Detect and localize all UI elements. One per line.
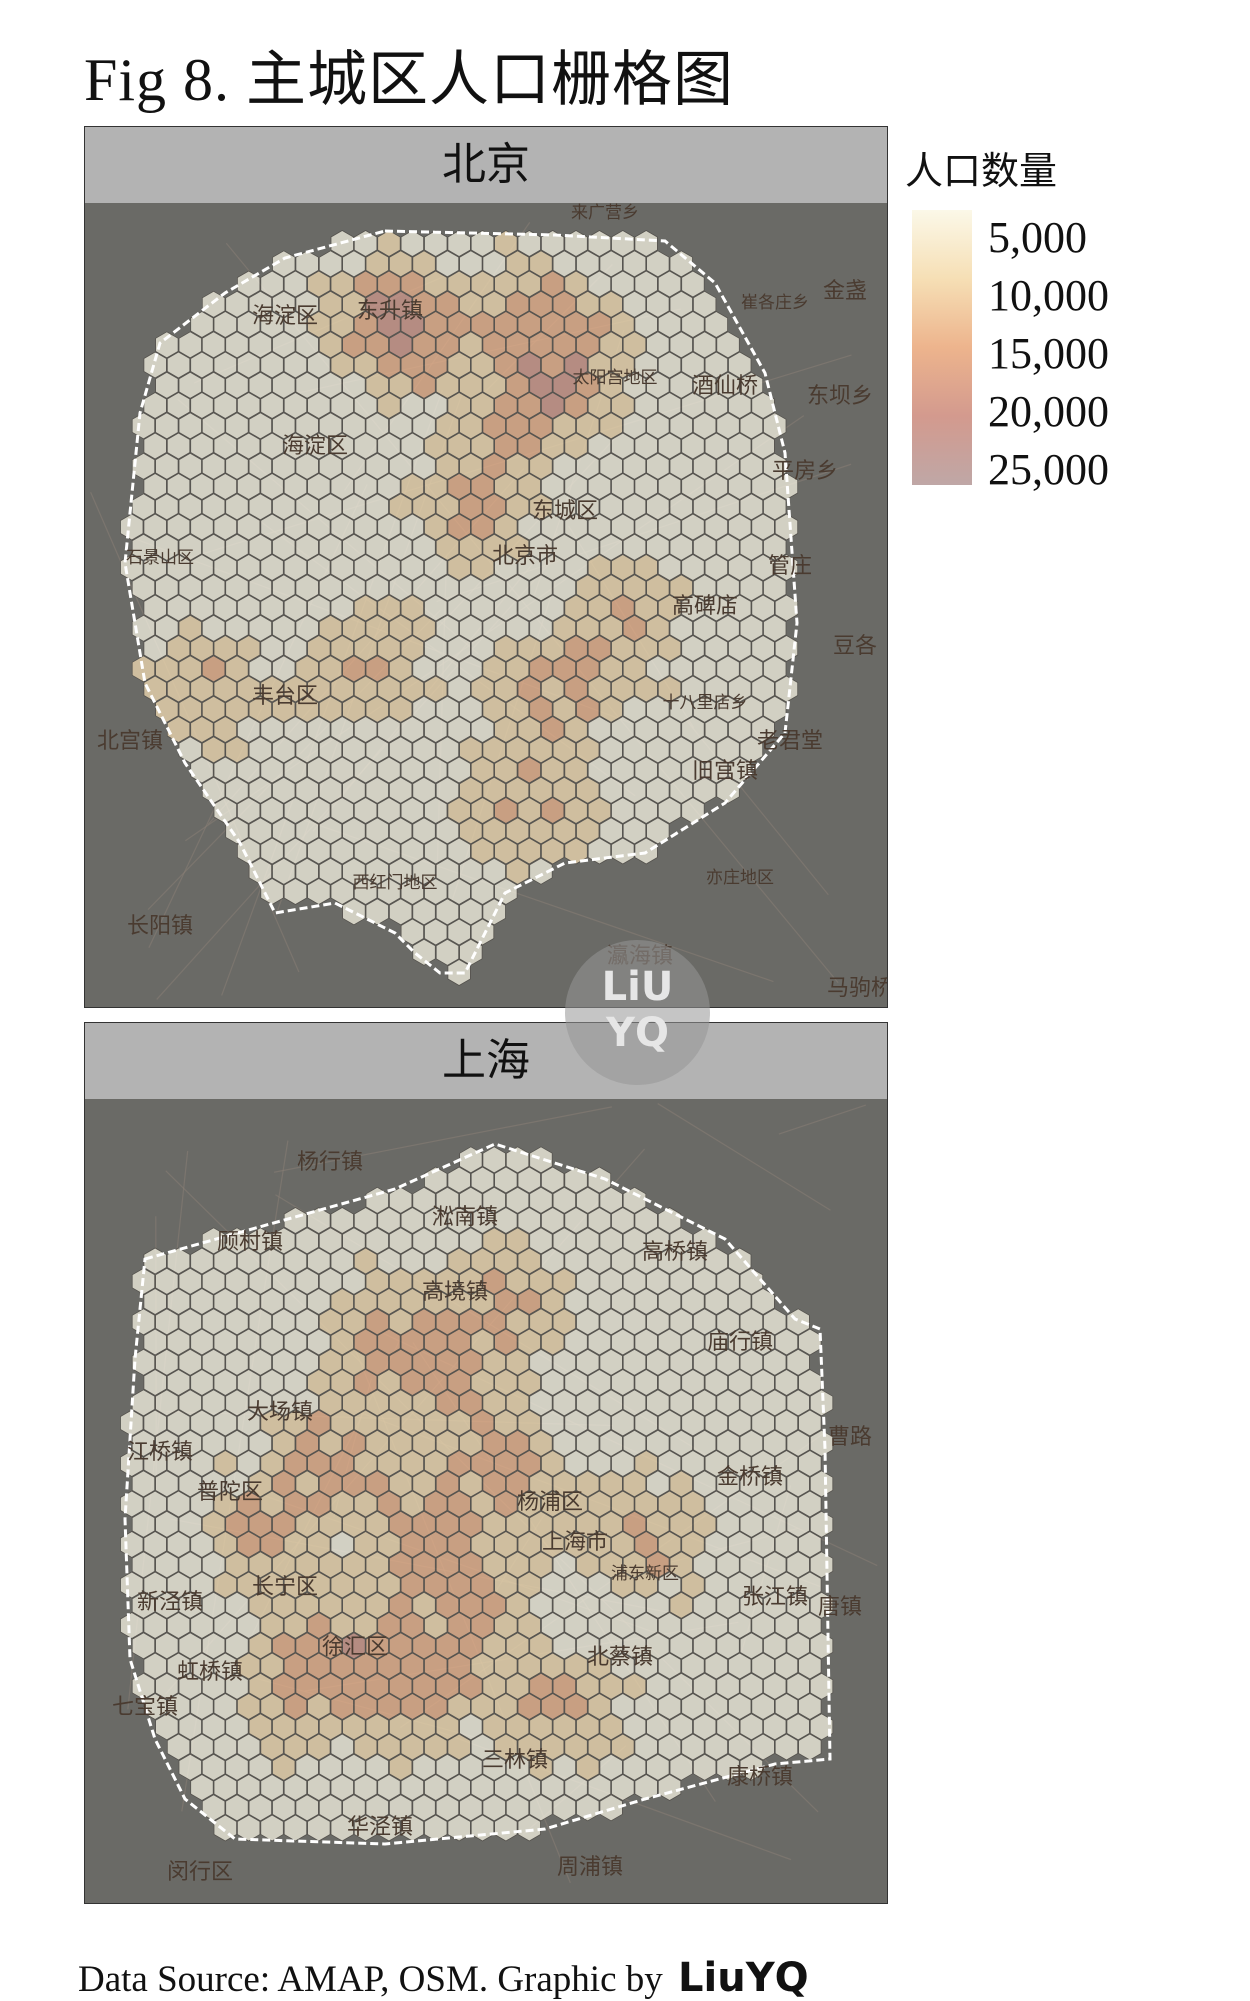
place-label: 东升镇	[357, 299, 423, 324]
legend-title: 人口数量	[905, 140, 1057, 195]
place-label: 太阳宫地区	[573, 368, 658, 388]
place-label: 北蔡镇	[587, 1645, 653, 1670]
place-label: 酒仙桥	[692, 374, 758, 399]
place-label: 高碑店	[672, 594, 738, 619]
place-label: 华泾镇	[347, 1815, 413, 1840]
place-label: 海淀区	[282, 434, 348, 459]
data-source-text: Data Source: AMAP, OSM. Graphic by	[78, 1959, 663, 2000]
place-label: 来广营乡	[571, 203, 639, 223]
place-label: 新泾镇	[137, 1590, 203, 1615]
place-label: 张江镇	[742, 1585, 808, 1610]
place-label: 顾村镇	[217, 1230, 283, 1255]
place-label: 三林镇	[482, 1748, 548, 1773]
beijing-hex-map[interactable]: 来广营乡崔各庄乡金盏东坝乡平房乡海淀区东升镇太阳宫地区酒仙桥海淀区东城区石景山区…	[85, 203, 887, 1007]
place-label: 大场镇	[247, 1400, 313, 1425]
place-label: 杨行镇	[297, 1150, 363, 1175]
legend-tick: 10,000	[988, 270, 1109, 321]
place-label: 杨浦区	[517, 1490, 583, 1515]
place-label: 淞南镇	[432, 1205, 498, 1230]
place-label: 曹路	[828, 1425, 872, 1450]
place-label: 平房乡	[772, 459, 838, 484]
place-label: 旧宫镇	[692, 759, 758, 784]
place-label: 北宫镇	[97, 729, 163, 754]
place-label: 普陀区	[197, 1480, 263, 1505]
place-label: 金盏	[823, 279, 867, 304]
panel-strip-beijing: 北京	[85, 127, 887, 204]
place-label: 唐镇	[818, 1595, 862, 1620]
place-label: 老君堂	[757, 729, 823, 754]
place-label: 马驹桥	[827, 976, 887, 1001]
place-label: 豆各	[833, 634, 877, 659]
place-label: 长阳镇	[127, 914, 193, 939]
place-label: 崔各庄乡	[741, 293, 809, 313]
legend-tick: 15,000	[988, 328, 1109, 379]
data-source-footer: Data Source: AMAP, OSM. Graphic by LiuYQ	[78, 1955, 809, 2001]
place-label: 西红门地区	[353, 873, 438, 893]
place-label: 高境镇	[422, 1280, 488, 1305]
place-label: 康桥镇	[727, 1765, 793, 1790]
place-label: 东城区	[532, 499, 598, 524]
place-label: 海淀区	[252, 304, 318, 329]
watermark-line2: YQ	[565, 1010, 710, 1056]
watermark-line1: LiU	[565, 964, 710, 1010]
panel-strip-shanghai: 上海	[85, 1023, 887, 1100]
place-label: 庙行镇	[707, 1330, 773, 1355]
author-signature: LiuYQ	[678, 1955, 809, 2001]
legend-tick: 25,000	[988, 444, 1109, 495]
place-label: 上海市	[542, 1530, 608, 1555]
place-label: 虹桥镇	[177, 1660, 243, 1685]
figure-title: Fig 8. 主城区人口栅格图	[84, 42, 734, 118]
legend-colorbar	[912, 210, 972, 485]
place-label: 浦东新区	[611, 1564, 679, 1584]
place-label: 东坝乡	[807, 384, 873, 409]
place-label: 徐汇区	[322, 1635, 388, 1660]
place-label: 丰台区	[252, 684, 318, 709]
map-panel-shanghai: 上海 杨行镇顾村镇 淞南镇高桥镇高境镇庙行镇大场镇江桥镇普陀区 杨浦区 金桥镇上海市长…	[84, 1022, 888, 1904]
place-label: 周浦镇	[557, 1855, 623, 1880]
watermark-badge: LiU YQ	[565, 940, 710, 1085]
place-label: 金桥镇	[717, 1465, 783, 1490]
place-label: 闵行区	[167, 1860, 233, 1885]
place-label: 江桥镇	[127, 1440, 193, 1465]
map-panel-beijing: 北京 来广营乡崔各庄乡金盏东坝乡平房乡海淀区东升镇太阳宫地区酒仙桥海淀区东城区石…	[84, 126, 888, 1008]
place-label: 长宁区	[252, 1575, 318, 1600]
legend-tick: 5,000	[988, 212, 1087, 263]
place-label: 石景山区	[126, 548, 194, 568]
legend-tick: 20,000	[988, 386, 1109, 437]
place-label: 管庄	[768, 554, 812, 579]
place-label: 亦庄地区	[706, 868, 774, 888]
place-label: 北京市	[492, 544, 558, 569]
place-label: 十八里店乡	[663, 693, 748, 713]
place-label: 高桥镇	[642, 1240, 708, 1265]
place-label: 七宝镇	[112, 1695, 178, 1720]
